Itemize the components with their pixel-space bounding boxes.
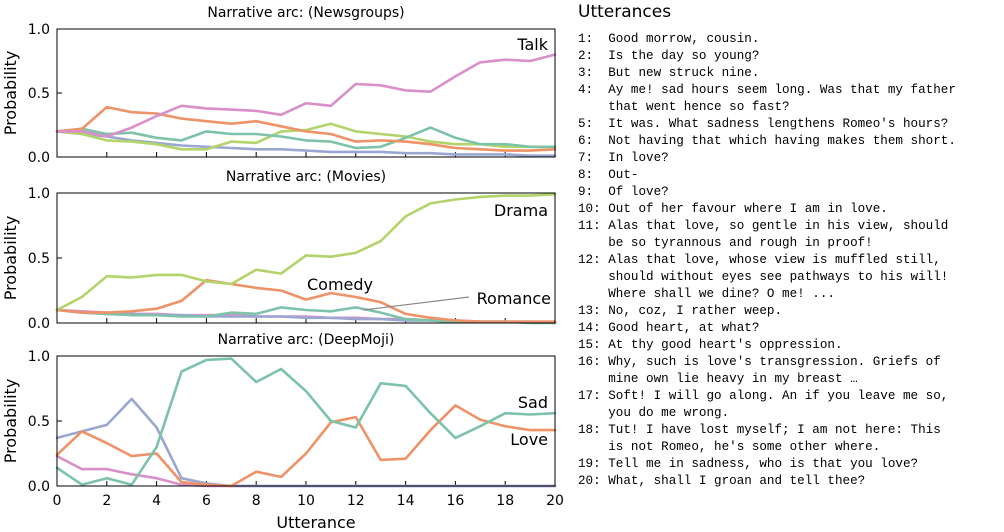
x-tick-label: 18 xyxy=(496,493,514,509)
utterance-line: 4: Ay me! sad hours seem long. Was that … xyxy=(578,83,956,97)
y-tick-label: 0.5 xyxy=(28,414,50,430)
utterance-line: 6: Not having that which having makes th… xyxy=(578,134,956,148)
x-axis-label: Utterance xyxy=(276,513,355,532)
utterance-line: 8: Out- xyxy=(578,168,639,182)
utterance-line: 2: Is the day so young? xyxy=(578,49,760,63)
series-label-drama: Drama xyxy=(494,201,548,220)
series-label-sad: Sad xyxy=(518,393,548,412)
utterance-line: Where shall we dine? O me! ... xyxy=(578,287,835,301)
utterance-line: 13: No, coz, I rather weep. xyxy=(578,304,783,318)
x-tick-label: 14 xyxy=(397,493,415,509)
utterance-line: 12: Alas that love, whose view is muffle… xyxy=(578,253,941,267)
series-line xyxy=(55,126,557,150)
series-line-comedy xyxy=(55,278,557,324)
utterance-line: 19: Tell me in sadness, who is that you … xyxy=(578,457,919,471)
utterance-line: 5: It was. What sadness lengthens Romeo'… xyxy=(578,117,949,131)
utterance-line: 14: Good heart, at what? xyxy=(578,321,760,335)
plot-frame xyxy=(56,28,556,158)
chart-panel-2: Narrative arc: (Movies) Probability 0.0 0.5… xyxy=(1,169,557,332)
narrative-arc-figure: Narrative arc: (Newsgroups) Probability 0.… xyxy=(1,5,564,532)
utterance-line: 9: Of love? xyxy=(578,185,669,199)
y-tick-label: 1.0 xyxy=(28,349,50,365)
utterances-title: Utterances xyxy=(578,2,672,22)
y-tick-label: 0.5 xyxy=(28,251,50,267)
utterance-line: 15: At thy good heart's oppression. xyxy=(578,338,843,352)
chart-panel-1: Narrative arc: (Newsgroups) Probability 0.… xyxy=(1,5,557,166)
y-tick-label: 0.0 xyxy=(28,479,50,495)
y-tick-label: 0.0 xyxy=(28,150,50,166)
chart-panel-3: Narrative arc: (DeepMoji)Probability0.00… xyxy=(1,332,564,532)
chart-title: Narrative arc: (Newsgroups) xyxy=(207,5,404,21)
series-line-talk xyxy=(55,53,557,138)
y-axis-label: Probability xyxy=(1,379,20,464)
utterance-line: 17: Soft! I will go along. An if you lea… xyxy=(578,389,949,403)
series-line xyxy=(55,397,557,488)
series-line xyxy=(55,105,557,152)
series-line-love xyxy=(55,404,557,488)
chart-title: Narrative arc: (Movies) xyxy=(226,169,386,185)
y-tick-label: 0.0 xyxy=(28,316,50,332)
series-label-comedy: Comedy xyxy=(307,275,373,294)
plot-frame xyxy=(56,355,556,487)
x-tick-label: 0 xyxy=(53,493,62,509)
utterance-line: 18: Tut! I have lost myself; I am not he… xyxy=(578,423,941,437)
utterance-line: 20: What, shall I groan and tell thee? xyxy=(578,474,866,488)
series-line-drama xyxy=(55,193,557,312)
y-tick-label: 0.5 xyxy=(28,86,50,102)
series-label-romance: Romance xyxy=(477,289,551,308)
y-axis-label: Probability xyxy=(1,51,20,136)
utterance-line: 3: But new struck nine. xyxy=(578,66,760,80)
x-tick-label: 8 xyxy=(252,493,261,509)
x-tick-label: 6 xyxy=(202,493,211,509)
x-tick-label: 10 xyxy=(297,493,315,509)
x-tick-label: 16 xyxy=(446,493,464,509)
x-tick-label: 12 xyxy=(347,493,365,509)
utterance-line: that went hence so fast? xyxy=(578,100,790,114)
annotation-leader-line xyxy=(363,296,470,311)
y-tick-label: 1.0 xyxy=(28,22,50,38)
x-tick-label: 4 xyxy=(152,493,161,509)
utterance-line: 10: Out of her favour where I am in love… xyxy=(578,202,888,216)
utterance-line: 16: Why, such is love's transgression. G… xyxy=(578,355,941,369)
series-label-talk: Talk xyxy=(516,35,548,54)
utterance-line: mine own lie heavy in my breast … xyxy=(578,372,858,386)
y-axis-label: Probability xyxy=(1,216,20,301)
utterance-line: 1: Good morrow, cousin. xyxy=(578,32,760,46)
utterances-list: 1: Good morrow, cousin. 2: Is the day so … xyxy=(578,31,956,490)
utterances-panel: Utterances 1: Good morrow, cousin. 2: Is … xyxy=(578,0,1004,532)
x-tick-label: 20 xyxy=(546,493,564,509)
chart-title: Narrative arc: (DeepMoji) xyxy=(218,332,395,348)
utterance-line: is not Romeo, he's some other where. xyxy=(578,440,881,454)
utterance-line: you do me wrong. xyxy=(578,406,730,420)
plot-frame xyxy=(56,192,556,324)
utterance-line: 11: Alas that love, so gentle in his vie… xyxy=(578,219,949,233)
utterance-line: be so tyrannous and rough in proof! xyxy=(578,236,873,250)
series-line-sad xyxy=(55,357,557,487)
utterance-line: should without eyes see pathways to his … xyxy=(578,270,949,284)
series-label-love: Love xyxy=(510,430,548,449)
y-tick-label: 1.0 xyxy=(28,186,50,202)
utterance-line: 7: In love? xyxy=(578,151,669,165)
x-tick-label: 2 xyxy=(102,493,111,509)
